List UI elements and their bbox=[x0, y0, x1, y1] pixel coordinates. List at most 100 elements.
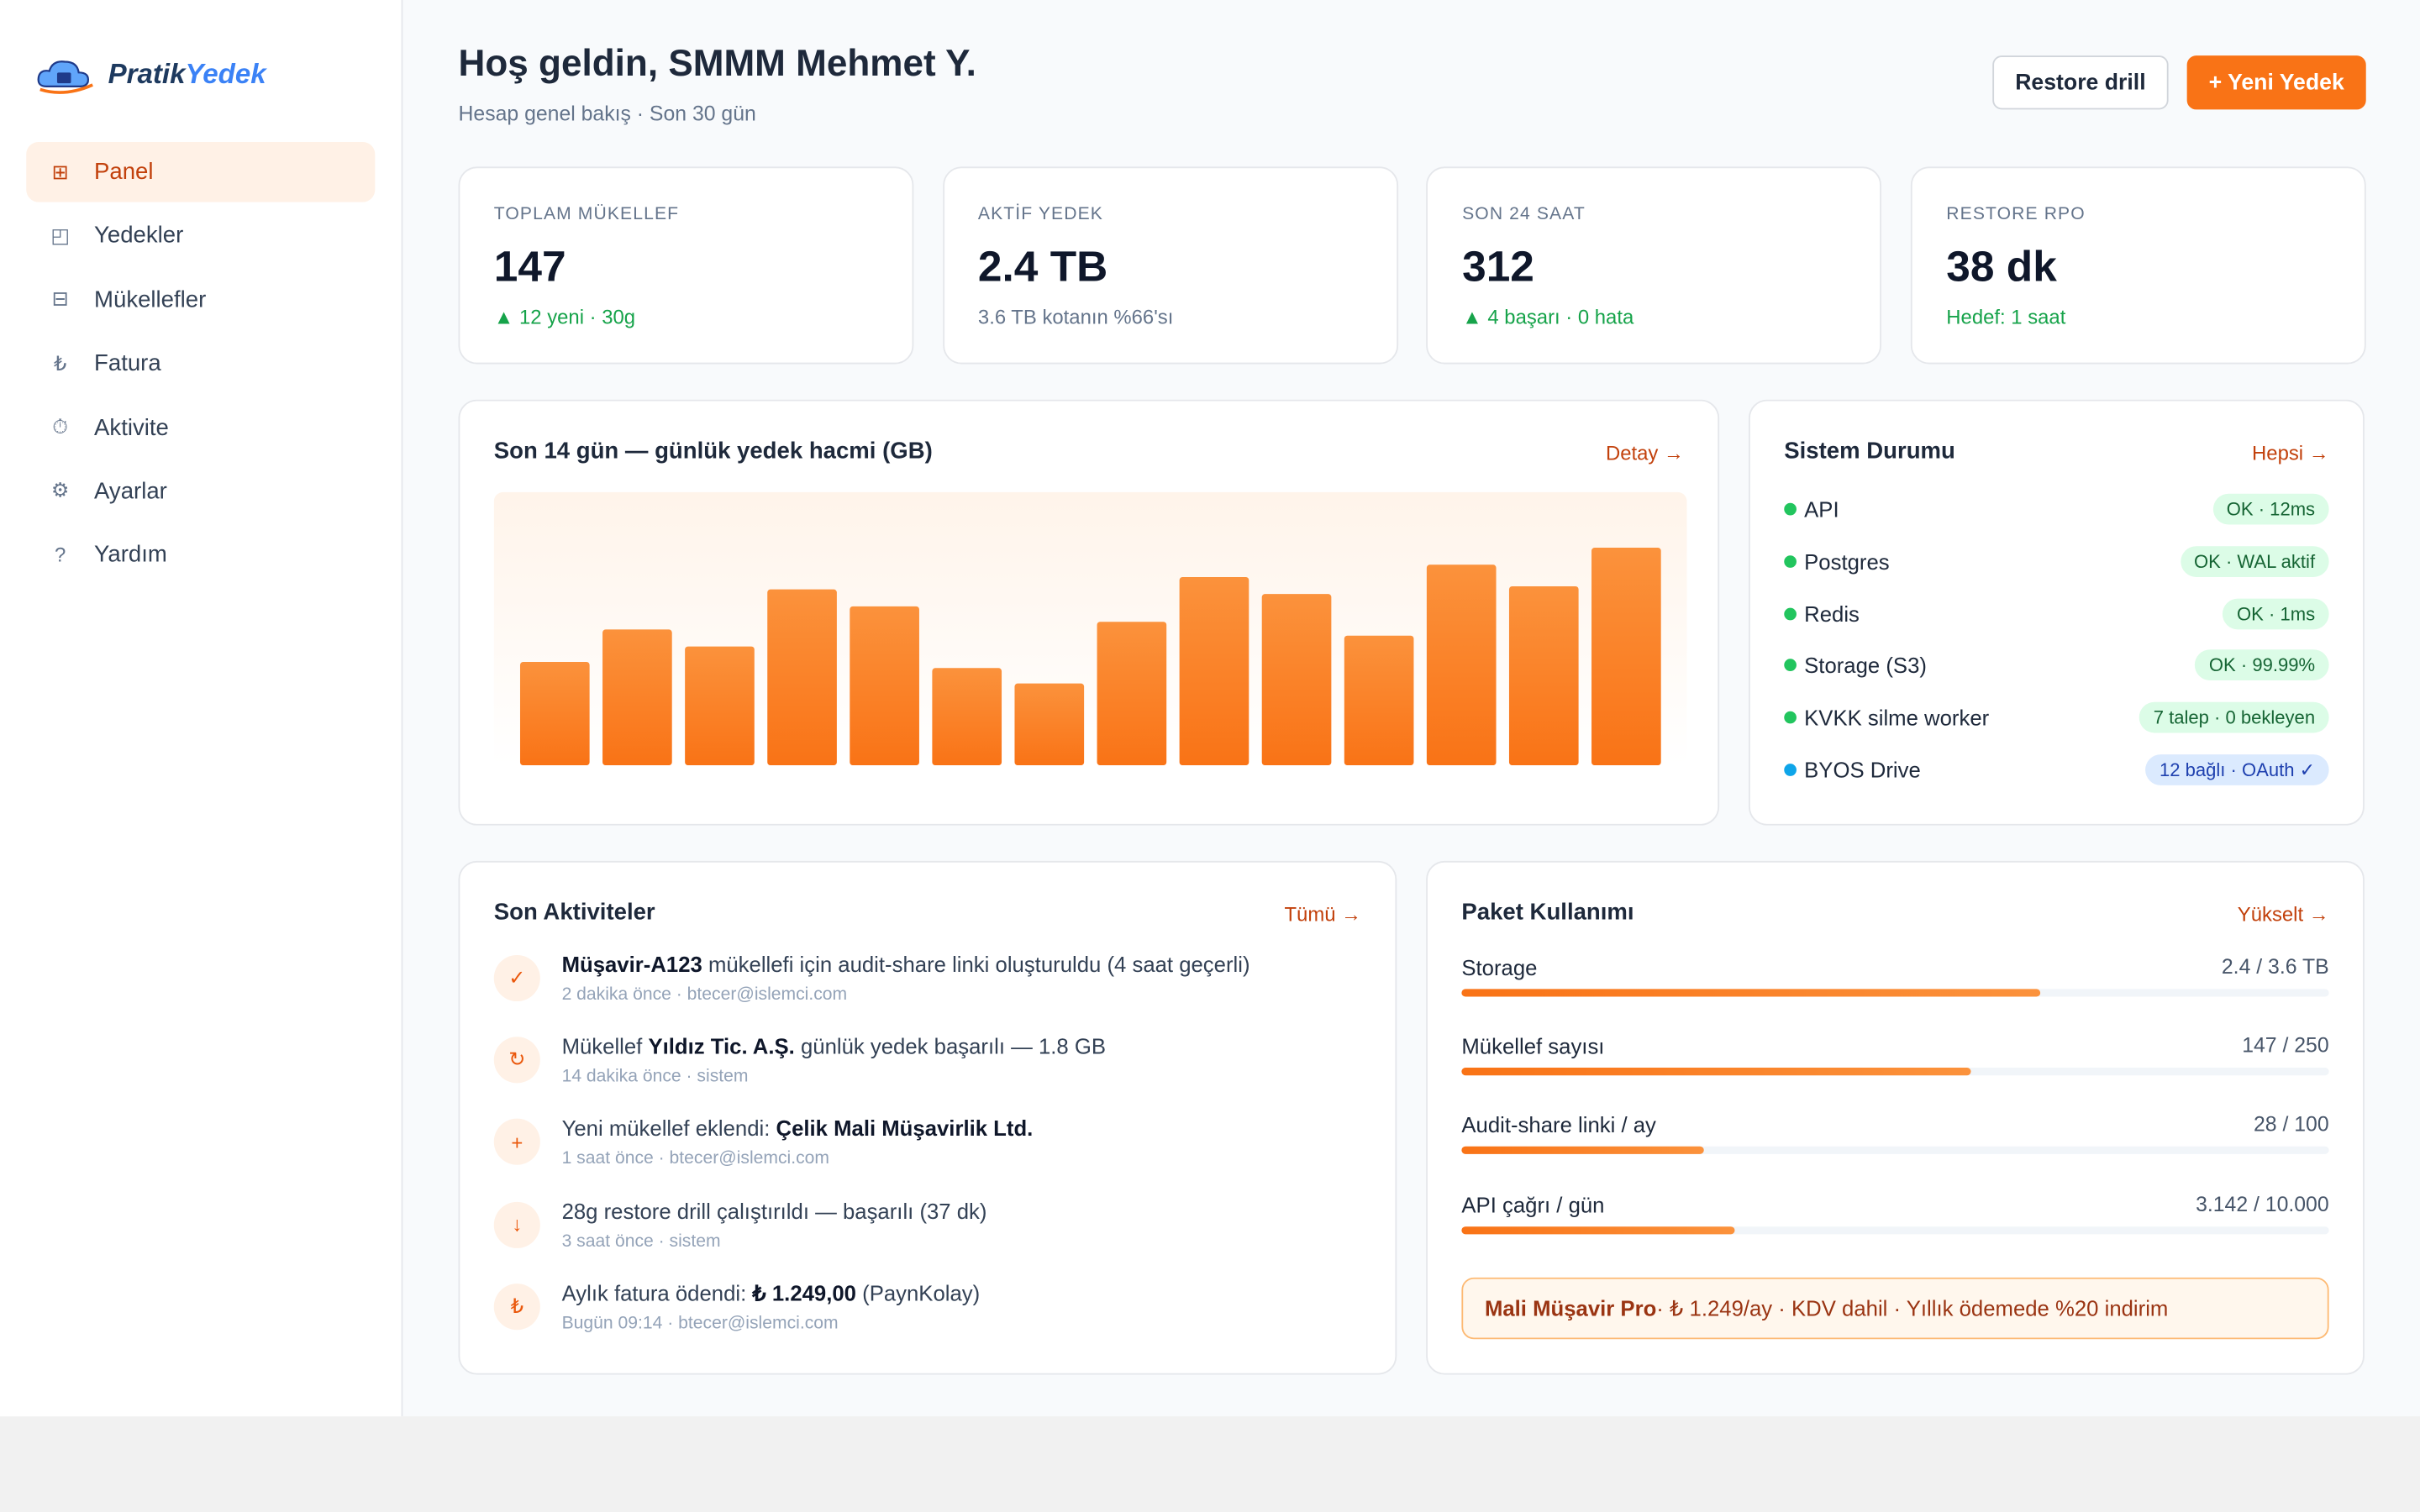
text-segment: ₺ 1.249,00 bbox=[752, 1280, 856, 1305]
activity-meta: 2 dakika önce · btecer@islemci.com bbox=[561, 985, 848, 1005]
status-badge: OK · 12ms bbox=[2212, 493, 2329, 525]
status-badge: OK · WAL aktif bbox=[2180, 545, 2329, 577]
nav-icon: ⊟ bbox=[51, 287, 69, 311]
status-name: API bbox=[1804, 496, 1839, 522]
usage-track bbox=[1461, 1068, 2329, 1076]
bar bbox=[1014, 683, 1085, 766]
status-name: BYOS Drive bbox=[1804, 757, 1921, 783]
activity-item: ✓ Müşavir-A123 mükellefi için audit-share… bbox=[493, 952, 1361, 1022]
usage-card: Paket Kullanımı Yükselt → Mali Müşavir P… bbox=[1426, 860, 2365, 1375]
bar bbox=[1426, 564, 1497, 766]
chart-bg bbox=[493, 491, 1687, 766]
status-name: Storage (S3) bbox=[1804, 653, 1927, 679]
nav-icon: ? bbox=[54, 543, 66, 567]
status-dot bbox=[1784, 659, 1797, 672]
button[interactable]: Restore drill bbox=[1992, 55, 2169, 110]
activity-item: ↻ Mükellef Yıldız Tic. A.Ş. günlük yedek … bbox=[493, 1033, 1361, 1105]
text-segment: Yıldız Tic. A.Ş. bbox=[648, 1033, 795, 1059]
bar bbox=[1261, 594, 1332, 766]
nav-icon: ⚙ bbox=[50, 479, 70, 502]
activity-meta: 14 dakika önce · sistem bbox=[561, 1068, 749, 1087]
activity-text: Yeni mükellef eklendi: Çelik Mali Müşavi… bbox=[562, 1116, 1034, 1141]
text-segment: (PaynKolay) bbox=[855, 1280, 981, 1305]
usage-bar bbox=[1461, 989, 2040, 997]
link[interactable]: Tümü → bbox=[1284, 902, 1362, 927]
bar bbox=[1344, 635, 1414, 766]
nav-item[interactable]: ₺ Fatura bbox=[26, 333, 375, 394]
usage-row: Audit-share linki / ay 28 / 100 bbox=[1461, 1113, 2329, 1159]
stat-note: 3.6 TB kotanın %66'sı bbox=[977, 305, 1174, 329]
link[interactable]: Yükselt → bbox=[2237, 902, 2329, 927]
nav-label: Mükellefler bbox=[94, 286, 207, 313]
nav-label: Fatura bbox=[94, 350, 161, 377]
text-segment: Mali Müşavir Pro bbox=[1484, 1295, 1657, 1321]
status-badge: OK · 1ms bbox=[2223, 597, 2329, 629]
text-segment: Yeni mükellef eklendi: bbox=[561, 1116, 776, 1142]
nav-icon: ◰ bbox=[50, 223, 70, 247]
status-dot bbox=[1784, 606, 1797, 620]
status-row: Postgres OK · WAL aktif bbox=[1784, 541, 2329, 581]
usage-value: 3.142 / 10.000 bbox=[2196, 1192, 2329, 1215]
system-card: Sistem Durumu Hepsi → API OK · 12ms Postgr… bbox=[1749, 399, 2365, 826]
usage-track bbox=[1461, 989, 2329, 997]
nav-item[interactable]: ⊞ Panel bbox=[26, 141, 376, 202]
activity-item: ₺ Aylık fatura ödendi: ₺ 1.249,00 (PaynKo… bbox=[493, 1280, 1361, 1351]
nav-item[interactable]: ⊟ Mükellefler bbox=[26, 270, 375, 330]
brand-second: Yedek bbox=[185, 57, 266, 89]
status-dot bbox=[1784, 764, 1797, 776]
stat-label: SON 24 SAAT bbox=[1462, 205, 1586, 224]
card-title: Sistem Durumu bbox=[1784, 438, 1955, 465]
logo-icon bbox=[37, 60, 93, 94]
nav-icon: ₺ bbox=[54, 351, 67, 375]
status-name: Postgres bbox=[1804, 549, 1890, 574]
status-dot bbox=[1784, 711, 1797, 724]
activity-card: Son Aktiviteler Tümü → ✓ Müşavir-A123 mük… bbox=[458, 860, 1397, 1375]
status-dot bbox=[1784, 502, 1797, 516]
nav-item[interactable]: ⚙ Ayarlar bbox=[26, 461, 375, 522]
usage-track bbox=[1461, 1226, 2329, 1234]
status-badge: 12 bağlı · OAuth ✓ bbox=[2145, 754, 2329, 785]
status-row: API OK · 12ms bbox=[1784, 489, 2329, 529]
brand-first: Pratik bbox=[108, 57, 186, 89]
bar bbox=[1179, 576, 1249, 766]
stat-note: ▲ 12 yeni · 30g bbox=[493, 305, 636, 329]
activity-icon: ₺ bbox=[493, 1283, 540, 1330]
nav-item[interactable]: ? Yardım bbox=[26, 525, 375, 585]
bar bbox=[932, 668, 1002, 766]
nav-item[interactable]: ⏱ Aktivite bbox=[26, 397, 375, 458]
status-row: KVKK silme worker 7 talep · 0 bekleyen bbox=[1784, 698, 2329, 738]
chart-card: Son 14 gün — günlük yedek hacmi (GB) Det… bbox=[458, 399, 1720, 826]
stat-value: 38 dk bbox=[1946, 242, 2057, 291]
activity-text: Aylık fatura ödendi: ₺ 1.249,00 (PaynKol… bbox=[562, 1280, 981, 1306]
button-primary[interactable]: + Yeni Yedek bbox=[2186, 55, 2366, 110]
card-title: Paket Kullanımı bbox=[1461, 899, 1634, 927]
text-segment: mükellefi için audit-share linki oluştur… bbox=[702, 952, 1250, 977]
stat-card: RESTORE RPO 38 dk Hedef: 1 saat bbox=[1911, 166, 2366, 365]
nav-label: Yardım bbox=[94, 542, 167, 569]
activity-icon: ↓ bbox=[493, 1201, 540, 1248]
nav: ⊞ Panel ◰ Yedekler ⊟ Mükellefler ₺ Fatura ⏱ Aktiv… bbox=[26, 141, 376, 589]
bar bbox=[685, 646, 755, 766]
usage-bar bbox=[1461, 1147, 1705, 1155]
bar bbox=[850, 606, 919, 766]
stat-label: TOPLAM MÜKELLEF bbox=[493, 205, 680, 224]
logo: Pratik Yedek bbox=[34, 52, 266, 95]
nav-icon: ⊞ bbox=[51, 160, 69, 183]
page-title: Hoş geldin, SMMM Mehmet Y. bbox=[458, 43, 976, 86]
chart bbox=[493, 491, 1687, 766]
usage-value: 147 / 250 bbox=[2242, 1033, 2329, 1058]
stat-value: 2.4 TB bbox=[977, 242, 1108, 291]
text-segment: Aylık fatura ödendi: bbox=[561, 1280, 753, 1305]
usage-row: Storage 2.4 / 3.6 TB bbox=[1461, 955, 2329, 1001]
stat-value: 312 bbox=[1462, 242, 1534, 291]
chart-title: Son 14 gün — günlük yedek hacmi (GB) bbox=[493, 438, 933, 465]
link[interactable]: Detay → bbox=[1605, 441, 1684, 465]
activity-item: ↓ 28g restore drill çalıştırıldı — başarı… bbox=[493, 1198, 1361, 1268]
link[interactable]: Hepsi → bbox=[2252, 441, 2329, 465]
bar bbox=[1508, 585, 1579, 766]
usage-label: Audit-share linki / ay bbox=[1461, 1113, 1656, 1138]
bar bbox=[519, 661, 590, 766]
nav-item[interactable]: ◰ Yedekler bbox=[26, 206, 375, 266]
activity-meta: 1 saat önce · btecer@islemci.com bbox=[561, 1150, 830, 1169]
